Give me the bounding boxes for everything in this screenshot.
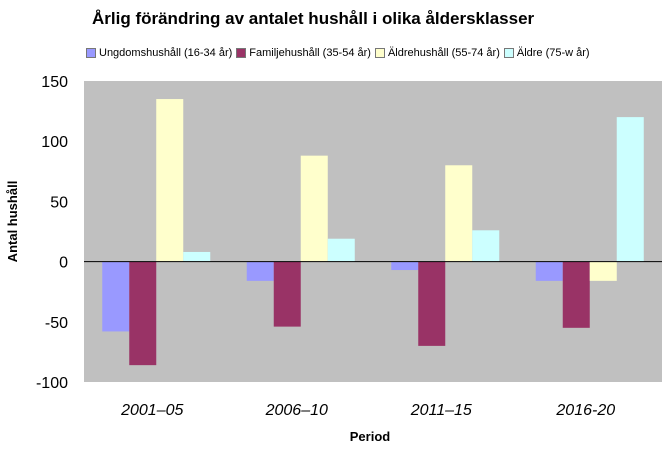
bar-2006-10-series-3 xyxy=(327,238,355,262)
y-tick-label: 100 xyxy=(41,134,68,151)
y-axis-title: Antal hushåll xyxy=(5,181,20,263)
y-tick-label: 50 xyxy=(50,194,68,211)
bar-2011-15-series-3 xyxy=(472,230,500,262)
legend-swatch-aldre-55 xyxy=(374,48,385,58)
legend-label-aldre-75: Äldre (75-w år) xyxy=(516,47,590,59)
chart-legend: Ungdomshushåll (16-34 år) Familjehushåll… xyxy=(86,47,594,59)
bar-2006-10-series-0 xyxy=(246,261,274,281)
bar-2011-15-series-0 xyxy=(391,261,419,271)
bars-group xyxy=(102,99,644,366)
y-tick-label: -100 xyxy=(36,375,68,392)
bar-2016-20-series-1 xyxy=(562,261,590,328)
bar-2006-10-series-2 xyxy=(300,155,328,262)
bar-2001-05-series-3 xyxy=(183,251,211,262)
bar-2001-05-series-2 xyxy=(156,99,184,262)
bar-2016-20-series-2 xyxy=(589,261,617,281)
legend-item-familj: Familjehushåll (35-54 år) xyxy=(236,47,371,59)
legend-item-ungdom: Ungdomshushåll (16-34 år) xyxy=(86,47,232,59)
y-tick-label: 0 xyxy=(59,255,68,272)
y-axis-ticks: -100 -50 0 50 100 150 xyxy=(36,74,68,392)
bar-2016-20-series-3 xyxy=(616,117,644,262)
x-tick-label-2011-15: 2011–15 xyxy=(410,402,472,419)
bar-2011-15-series-1 xyxy=(418,261,446,346)
x-tick-label-2016-20: 2016-20 xyxy=(555,402,615,419)
legend-label-ungdom: Ungdomshushåll (16-34 år) xyxy=(99,47,233,59)
legend-swatch-familj xyxy=(236,48,247,58)
x-tick-label-2001-05: 2001–05 xyxy=(120,402,183,419)
legend-swatch-aldre-75 xyxy=(503,48,514,58)
bar-2011-15-series-2 xyxy=(445,165,473,262)
legend-label-familj: Familjehushåll (35-54 år) xyxy=(249,47,371,59)
bar-2001-05-series-1 xyxy=(129,261,157,366)
legend-item-aldre-75: Äldre (75-w år) xyxy=(503,47,590,59)
legend-item-aldre-55: Äldrehushåll (55-74 år) xyxy=(374,47,500,59)
legend-label-aldre-55: Äldrehushåll (55-74 år) xyxy=(387,47,500,59)
bar-2001-05-series-0 xyxy=(102,261,130,332)
x-axis-labels: 2001–05 2006–10 2011–15 2016-20 xyxy=(120,402,615,419)
bar-2006-10-series-1 xyxy=(273,261,301,327)
x-tick-label-2006-10: 2006–10 xyxy=(265,402,328,419)
y-tick-label: 150 xyxy=(41,74,68,91)
bar-2016-20-series-0 xyxy=(535,261,563,281)
y-tick-label: -50 xyxy=(45,315,68,332)
legend-swatch-ungdom xyxy=(86,48,96,58)
chart-title: Årlig förändring av antalet hushåll i ol… xyxy=(92,9,535,28)
x-axis-title: Period xyxy=(350,429,391,444)
